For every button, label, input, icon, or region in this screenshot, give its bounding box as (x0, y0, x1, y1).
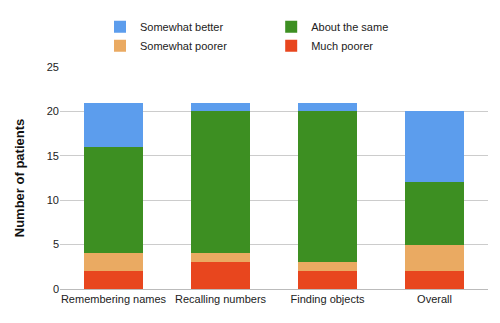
svg-text:Somewhat poorer: Somewhat poorer (140, 40, 227, 52)
svg-text:Finding objects: Finding objects (291, 293, 365, 305)
svg-text:5: 5 (53, 238, 59, 250)
svg-text:Overall: Overall (417, 293, 452, 305)
svg-text:15: 15 (47, 150, 59, 162)
svg-text:Recalling numbers: Recalling numbers (175, 293, 267, 305)
svg-text:20: 20 (47, 105, 59, 117)
svg-text:Remembering names: Remembering names (61, 293, 167, 305)
svg-text:0: 0 (53, 283, 59, 295)
svg-text:10: 10 (47, 194, 59, 206)
svg-text:25: 25 (47, 61, 59, 73)
svg-text:Somewhat better: Somewhat better (140, 21, 223, 33)
svg-text:Number of patients: Number of patients (12, 119, 27, 237)
svg-text:Much poorer: Much poorer (311, 40, 373, 52)
svg-text:About the same: About the same (311, 21, 388, 33)
